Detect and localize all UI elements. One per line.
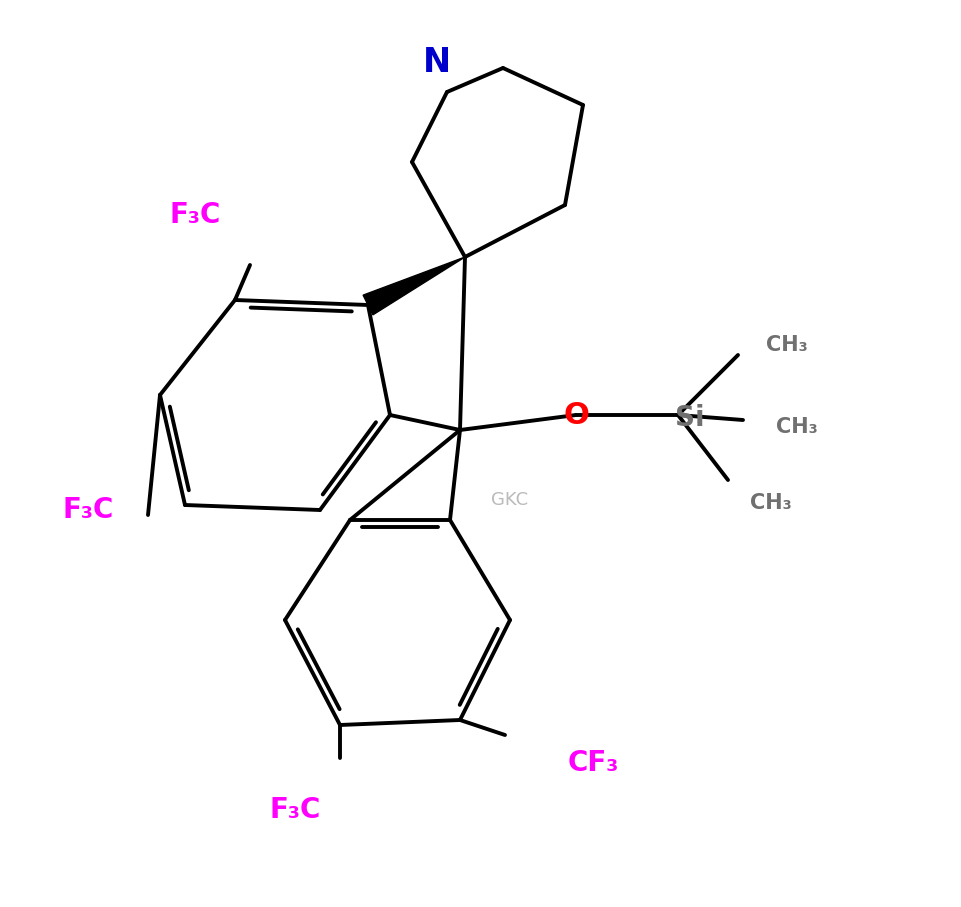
Text: CH₃: CH₃ <box>766 335 808 355</box>
Text: GKC: GKC <box>491 491 529 509</box>
Text: F₃C: F₃C <box>62 496 113 524</box>
Polygon shape <box>363 257 465 315</box>
Text: O: O <box>563 401 589 430</box>
Text: Si: Si <box>676 404 704 432</box>
Text: CH₃: CH₃ <box>776 417 818 437</box>
Text: CF₃: CF₃ <box>568 749 620 777</box>
Text: N: N <box>423 46 451 80</box>
Text: CH₃: CH₃ <box>750 493 792 513</box>
Text: F₃C: F₃C <box>269 796 321 824</box>
Text: F₃C: F₃C <box>169 201 221 229</box>
